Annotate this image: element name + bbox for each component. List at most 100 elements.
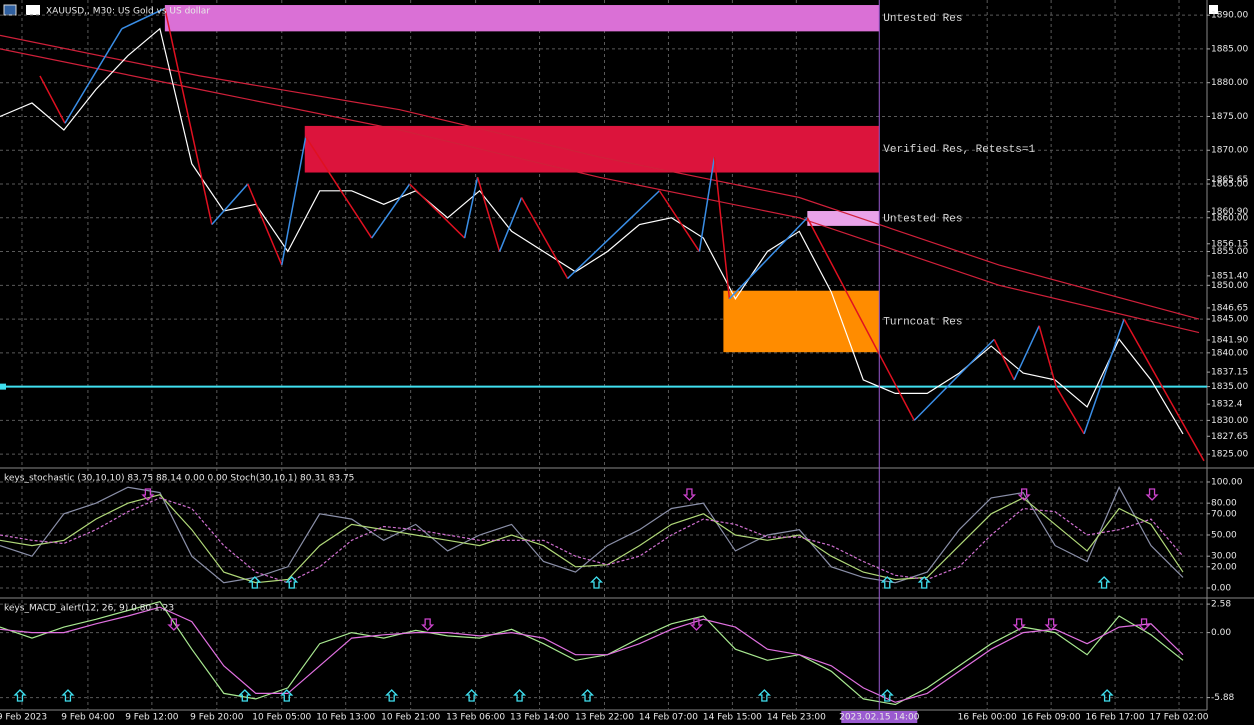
buy-arrow [13,689,27,702]
cursor-label: 2023.02.15 14:00 [839,713,920,723]
menu-icon[interactable] [3,4,17,16]
sell-arrow [141,488,155,501]
y-tick-label: 100.00 [1211,477,1243,487]
zone [304,125,880,173]
x-tick-label: 14 Feb 07:00 [639,713,698,723]
zigzag-segment [498,197,523,252]
y-tick-label: -5.88 [1211,693,1235,703]
buy-arrow [248,576,262,589]
y-tick-label: 1875.00 [1211,112,1248,122]
zigzag-segment [713,156,731,299]
mark-layer [0,383,1159,702]
zone [723,290,880,353]
series-line [0,27,1184,435]
zigzag-segment [1013,325,1040,381]
y-tick-label: 1885.00 [1211,44,1248,54]
zone [164,5,880,32]
y-tick-label: 1865.00 [1211,180,1248,190]
sell-arrow [1145,488,1159,501]
line-layer [0,0,1207,710]
buy-arrow [61,689,75,702]
zigzag-segment [993,339,1015,381]
buy-arrow [580,689,595,702]
y-tick-label: 1835.00 [1211,382,1248,392]
zigzag-segment [658,190,701,252]
sell-arrow [1012,618,1026,631]
zigzag-segment [567,190,660,280]
series-line [0,485,1184,584]
buy-arrow [285,576,299,589]
x-tick-label: 9 Feb 12:00 [125,713,179,723]
buy-arrow [513,689,527,702]
x-tick-label: 10 Feb 21:00 [381,713,440,723]
sell-arrow [689,618,703,631]
buy-arrow [280,689,294,702]
zigzag-segment [1123,318,1205,462]
sell-arrow [1044,618,1058,631]
y-tick-label: 1840.00 [1211,348,1248,358]
panel-title: keys_stochastic (30,10,10) 83.75 88.14 0… [4,474,354,484]
zigzag-segment [305,136,373,239]
y-tick-label: 1870.00 [1211,146,1248,156]
sell-arrow [1137,618,1151,631]
zigzag-segment [913,338,995,421]
y-tick-label: 0.00 [1211,583,1231,593]
buy-arrow [917,576,931,589]
cursor-box [841,711,918,723]
zigzag-segment [1038,325,1057,387]
x-tick-label: 16 Feb 17:00 [1086,713,1145,723]
series-line [0,497,1184,584]
series-line [0,34,1200,320]
buy-arrow [757,689,771,702]
zigzag-segment [164,8,213,225]
zigzag-segment [476,177,501,252]
y-tick-label: 1865.65 [1211,175,1248,185]
y-tick-label: 1846.65 [1211,303,1248,313]
y-tick-label: 50.00 [1211,530,1237,540]
y-tick-label: 70.00 [1211,509,1237,519]
zigzag-segment [698,156,716,252]
x-tick-label: 17 Feb 02:00 [1149,713,1208,723]
panel-title: keys_MACD_alert(12, 26, 9) 0.80 1.23 [4,604,174,614]
x-tick-label: 13 Feb 06:00 [446,713,505,723]
series-line [0,494,1184,584]
y-tick-label: 0.00 [1211,628,1231,638]
zigzag-segment [520,197,569,279]
y-tick-label: 1855.00 [1211,247,1248,257]
x-tick-label: 16 Feb 09:00 [1022,713,1081,723]
series-line [0,601,1184,706]
y-tick-label: 1845.00 [1211,315,1248,325]
y-tick-label: 1830.00 [1211,416,1248,426]
zigzag-segment [409,183,466,239]
text-layer: XAUUSD,, M30: US Gold vs US dollar 1825.0… [0,7,1248,723]
x-tick-label: 14 Feb 15:00 [703,713,762,723]
y-tick-label: 2.58 [1211,600,1231,610]
buy-arrow [238,689,252,702]
zigzag-segment [1083,318,1125,435]
x-tick-label: 10 Feb 13:00 [316,713,375,723]
zone-label: Verified Res, Retests=1 [883,144,1035,156]
buy-arrow [880,689,894,702]
scroll-icon[interactable] [1209,5,1218,14]
zigzag-segment [728,217,808,300]
sell-arrow [682,488,696,501]
y-tick-label: 30.00 [1211,552,1237,562]
x-tick-label: 10 Feb 05:00 [252,713,311,723]
series-line [0,606,1184,703]
x-tick-label: 16 Feb 00:00 [958,713,1017,723]
hline-handle [0,383,6,390]
chart-icon[interactable] [26,5,40,15]
buy-arrow [1100,689,1114,702]
zone-layer [164,5,880,353]
x-tick-label: 13 Feb 22:00 [575,713,634,723]
y-tick-label: 1841.90 [1211,336,1248,346]
y-tick-label: 1880.00 [1211,78,1248,88]
zigzag-segment [211,183,249,226]
zone-label: Turncoat Res [883,316,962,328]
zigzag-segment [463,177,479,239]
y-tick-label: 1837.15 [1211,368,1248,378]
zone [807,211,880,226]
buy-arrow [385,689,399,702]
